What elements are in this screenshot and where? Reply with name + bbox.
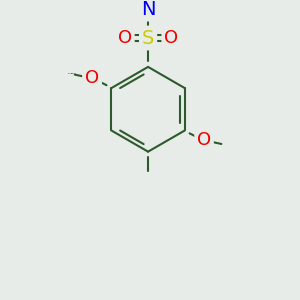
Text: methoxy: methoxy — [71, 72, 77, 74]
Text: O: O — [85, 70, 99, 88]
Text: methyl: methyl — [148, 177, 153, 178]
Text: methoxy: methoxy — [71, 72, 77, 74]
Text: S: S — [142, 28, 154, 47]
Text: O: O — [197, 131, 211, 149]
Text: O: O — [118, 29, 132, 47]
Text: methoxy: methoxy — [69, 72, 75, 74]
Text: O: O — [85, 70, 99, 88]
Text: methoxy: methoxy — [71, 72, 77, 74]
Text: methoxy: methoxy — [68, 72, 74, 74]
Text: methoxy: methoxy — [69, 72, 75, 74]
Text: N: N — [141, 0, 155, 19]
Text: O: O — [164, 29, 178, 47]
